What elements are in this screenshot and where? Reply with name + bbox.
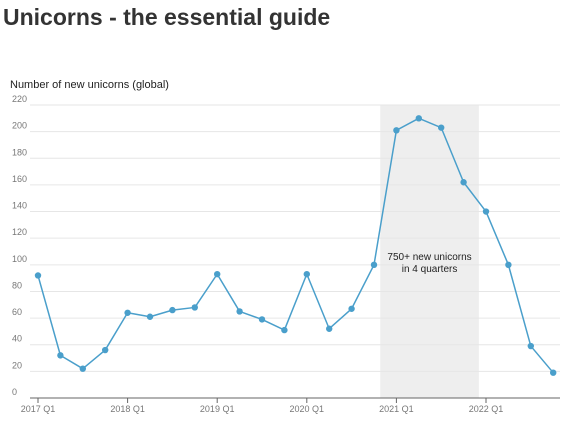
data-point [214, 270, 221, 278]
data-point [393, 127, 400, 134]
series-line [37, 117, 554, 374]
data-point [460, 179, 467, 186]
y-tick-label: 220 [12, 94, 27, 104]
x-tick-label: 2017 Q1 [21, 404, 56, 414]
page-title: Unicorns - the essential guide [3, 4, 331, 30]
highlight-band [380, 105, 479, 398]
y-tick-label: 140 [12, 201, 27, 211]
data-point [236, 308, 243, 315]
y-tick-label: 40 [12, 334, 22, 344]
data-point [438, 124, 445, 131]
y-tick-label: 180 [12, 147, 27, 157]
x-tick-label: 2019 Q1 [200, 404, 235, 414]
x-tick-label: 2020 Q1 [290, 404, 325, 414]
y-tick-label: 100 [12, 254, 27, 264]
y-tick-label: 200 [12, 121, 27, 131]
annotation-text: 750+ new unicorns [387, 252, 471, 263]
data-point [79, 365, 87, 372]
y-tick-label: 60 [12, 307, 22, 317]
y-tick-label: 20 [12, 360, 22, 370]
annotation-text: in 4 quarters [402, 264, 458, 275]
data-point [124, 309, 131, 316]
data-point [169, 306, 176, 314]
data-point [527, 342, 534, 350]
data-point [326, 325, 333, 332]
data-point [415, 115, 422, 122]
data-point [258, 316, 266, 323]
x-tick-label: 2018 Q1 [110, 404, 145, 414]
data-point [57, 352, 64, 359]
y-tick-label: 80 [12, 280, 22, 290]
y-axis-title: Number of new unicorns (global) [10, 79, 169, 91]
data-point [370, 261, 378, 269]
data-point [348, 305, 355, 312]
y-tick-label: 120 [12, 227, 27, 237]
y-tick-label: 160 [12, 174, 27, 184]
x-tick-label: 2021 Q1 [379, 404, 414, 414]
x-tick-label: 2022 Q1 [469, 404, 504, 414]
data-point [482, 208, 490, 215]
data-point [303, 270, 310, 278]
y-tick-label: 0 [12, 387, 17, 397]
data-point [191, 304, 198, 311]
data-point [550, 369, 557, 376]
data-point [281, 326, 288, 334]
data-point [34, 272, 42, 279]
data-point [505, 261, 512, 269]
data-point [102, 346, 109, 354]
data-point [146, 313, 154, 320]
